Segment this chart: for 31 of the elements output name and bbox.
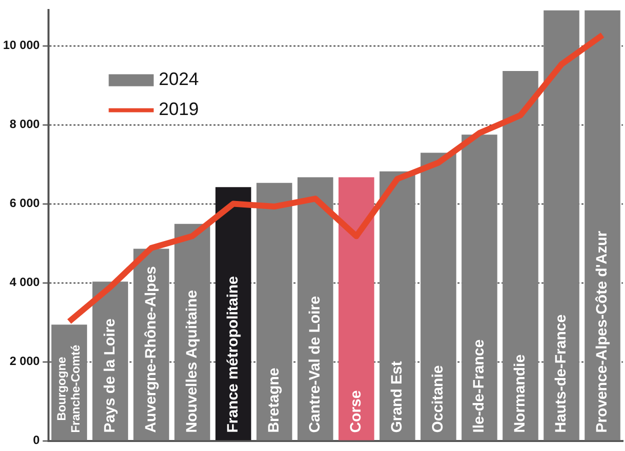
- bar: [256, 182, 292, 440]
- x-tick-label: Normandie: [512, 354, 529, 433]
- y-tick-label: 8 000: [10, 117, 40, 132]
- x-tick-label: Cantre-Val de Loire: [306, 296, 324, 433]
- x-tick-label: Auvergne-Rhône-Alpes: [142, 266, 160, 433]
- bar: [502, 71, 538, 440]
- x-tick-label: Pays de la Loire: [101, 318, 118, 433]
- legend-label: 2024: [158, 69, 199, 90]
- x-tick-label: Bourgogne Franche-Comté: [54, 344, 83, 433]
- x-tick-label: Bretagne: [265, 368, 282, 433]
- x-tick-label: Grand Est: [388, 361, 406, 433]
- x-tick-label: Ile-de-France: [470, 339, 488, 433]
- y-tick-label: 4 000: [10, 275, 40, 290]
- x-tick-label: Hauts-de-France: [552, 314, 570, 433]
- y-tick-label: 10 000: [3, 38, 40, 52]
- bar: [420, 152, 456, 440]
- x-tick-label: France métropolitaine: [224, 276, 242, 433]
- bar: [544, 10, 580, 440]
- legend-label: 2019: [158, 99, 199, 120]
- bar: [297, 177, 334, 440]
- x-tick-label: Corse: [348, 390, 365, 433]
- x-tick-label: Provence-Alpes-Côte d'Azur: [594, 230, 611, 433]
- y-tick-label: 2 000: [10, 354, 40, 368]
- bar: [338, 177, 374, 440]
- y-tick-label: 6 000: [10, 196, 40, 210]
- x-tick-label: Occitanie: [430, 365, 447, 433]
- x-tick-label: Nouvelles Aquitaine: [183, 290, 200, 433]
- bar: [584, 10, 620, 440]
- y-tick-label: 0: [33, 433, 40, 448]
- bar: [380, 171, 416, 440]
- bar: [462, 134, 498, 440]
